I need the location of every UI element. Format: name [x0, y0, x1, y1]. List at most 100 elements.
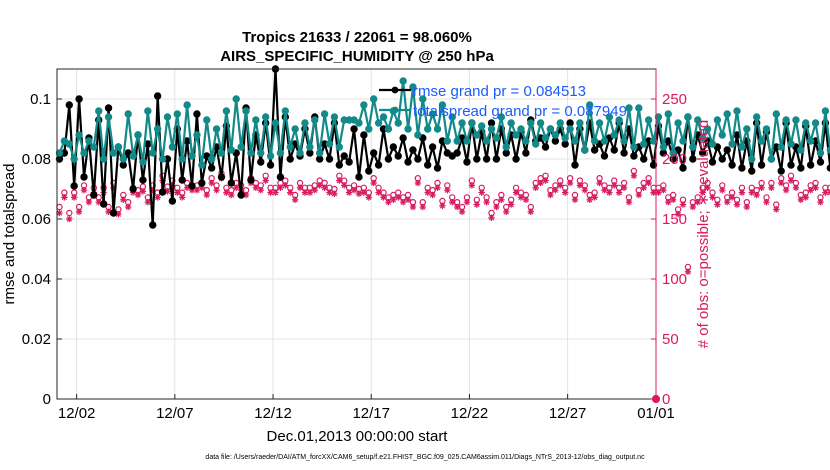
series-point: [173, 110, 181, 118]
series-point: [153, 92, 162, 100]
asterisk-stroke: [213, 187, 220, 193]
series-point: [502, 149, 510, 157]
series-point: [644, 116, 653, 124]
series-point: [104, 113, 113, 121]
series-point: [428, 110, 437, 118]
asterisk-stroke: [498, 197, 505, 203]
series-point: [689, 143, 697, 151]
series-point: [546, 125, 555, 133]
evaluated-obs-marker: [601, 187, 608, 194]
series-point: [315, 155, 324, 163]
y-tick-label: 0.04: [22, 271, 51, 288]
asterisk-stroke: [753, 192, 760, 198]
series-point: [723, 110, 731, 118]
asterisk-stroke: [61, 194, 68, 201]
series-point: [286, 143, 294, 151]
series-point: [718, 155, 726, 163]
series-point: [694, 116, 702, 124]
series-point: [772, 110, 780, 118]
series-point: [561, 134, 569, 142]
evaluated-obs-marker: [390, 196, 397, 203]
asterisk-stroke: [439, 203, 446, 209]
series-point: [468, 119, 476, 127]
evaluated-obs-marker: [252, 184, 260, 191]
asterisk-stroke: [390, 197, 397, 203]
series-point: [188, 182, 196, 190]
asterisk-stroke: [827, 189, 830, 194]
series-point: [301, 119, 309, 127]
evaluated-obs-marker: [277, 184, 284, 191]
series-point: [257, 158, 265, 166]
asterisk-stroke: [179, 194, 185, 201]
series-point: [55, 149, 64, 157]
chart-subtitle: AIRS_SPECIFIC_HUMIDITY @ 250 hPa: [220, 48, 494, 65]
series-point: [674, 119, 682, 127]
series-point: [379, 113, 388, 121]
series-point: [723, 146, 731, 154]
asterisk-stroke: [577, 182, 583, 189]
series-point: [826, 146, 830, 154]
series-point: [615, 116, 623, 124]
series-point: [527, 119, 535, 127]
series-point: [237, 143, 245, 151]
asterisk-stroke: [366, 194, 372, 201]
y2-tick-label: 200: [662, 151, 687, 168]
asterisk-stroke: [523, 197, 529, 203]
series-point: [551, 137, 560, 145]
series-point: [198, 161, 206, 169]
series-point: [620, 137, 628, 145]
evaluated-obs-marker: [674, 211, 682, 218]
series-point: [600, 137, 609, 145]
evaluated-obs-marker: [778, 179, 785, 187]
series-point: [85, 137, 93, 145]
series-point: [748, 155, 756, 163]
y2-axis-label: # of obs: o=possible; ∗=evaluated: [695, 120, 712, 349]
evaluated-obs-marker: [458, 208, 466, 215]
series-point: [423, 161, 432, 169]
series-point: [261, 113, 270, 121]
series-point: [777, 143, 785, 151]
evaluated-obs-marker: [331, 190, 338, 197]
evaluated-obs-marker: [380, 194, 387, 201]
evaluated-obs-marker: [233, 184, 240, 191]
series-point: [463, 158, 471, 166]
series-point: [296, 149, 304, 157]
evaluated-obs-marker: [257, 187, 264, 194]
series-point: [350, 125, 358, 133]
asterisk-stroke: [513, 189, 519, 196]
evaluated-obs-marker: [124, 203, 132, 211]
asterisk-stroke: [444, 187, 451, 193]
series-point: [70, 155, 78, 163]
series-point: [114, 143, 123, 151]
series-point: [419, 95, 427, 103]
series-point: [620, 149, 628, 157]
series-point: [203, 116, 211, 124]
series-point: [355, 173, 363, 181]
evaluated-obs-marker: [75, 208, 83, 215]
series-point: [473, 155, 481, 163]
series-point: [703, 125, 712, 133]
series-point: [109, 149, 118, 157]
evaluated-obs-marker: [522, 196, 530, 203]
asterisk-stroke: [537, 180, 544, 186]
series-point: [802, 119, 810, 127]
series-point: [487, 125, 496, 133]
evaluated-obs-marker: [827, 189, 830, 196]
series-point: [124, 110, 132, 118]
evaluated-obs-marker: [336, 177, 343, 184]
series-point: [237, 191, 245, 199]
asterisk-stroke: [758, 185, 765, 191]
series-point: [144, 107, 152, 115]
evaluated-obs-marker: [630, 172, 638, 179]
evaluated-obs-marker: [537, 179, 544, 187]
series-point: [409, 146, 417, 154]
asterisk-stroke: [429, 192, 436, 198]
series-point: [178, 176, 186, 184]
series-point: [335, 161, 344, 169]
asterisk-stroke: [194, 187, 200, 193]
series-point: [247, 176, 255, 184]
evaluated-obs-marker: [655, 189, 662, 196]
series-point: [551, 131, 560, 139]
series-point: [492, 134, 501, 142]
